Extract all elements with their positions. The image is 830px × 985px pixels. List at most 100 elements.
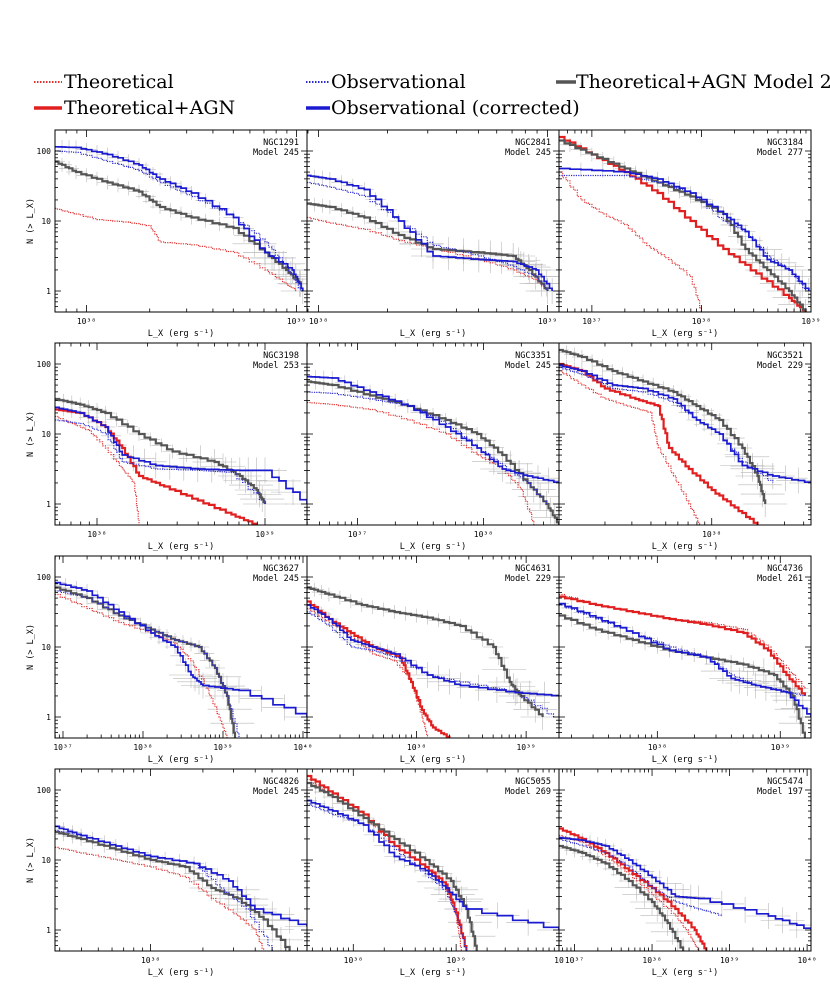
x-tick-label: 10³⁸ xyxy=(133,743,152,752)
x-axis-label: L_X (erg s⁻¹) xyxy=(148,542,215,552)
legend-label-theoretical: Theoretical xyxy=(64,71,174,93)
x-axis-label: L_X (erg s⁻¹) xyxy=(148,329,215,339)
plot-area xyxy=(55,139,307,304)
x-tick-label: 10³⁹ xyxy=(255,530,274,539)
x-tick-label: 10³⁸ xyxy=(702,530,721,539)
series-obs_corr xyxy=(55,145,304,291)
series-model245 xyxy=(55,830,291,951)
x-tick-label: 10³⁸ xyxy=(692,317,711,326)
y-tick-label: 10 xyxy=(41,430,51,439)
x-ticks: 10³⁸ xyxy=(558,343,805,539)
model-name: Model 269 xyxy=(505,787,551,797)
x-ticks: 10³⁸ 10³⁹ xyxy=(65,130,306,326)
plot-area xyxy=(559,593,811,738)
series-theo xyxy=(307,401,535,525)
series-obs_corr xyxy=(55,581,307,717)
series-model245 xyxy=(55,160,302,284)
x-tick-label: 10³⁸ xyxy=(141,956,160,965)
x-tick-label: 10³⁸ xyxy=(648,743,667,752)
series-theo xyxy=(559,171,702,312)
plot-area xyxy=(55,392,307,525)
series-obs xyxy=(559,174,807,291)
x-tick-label: 10³⁹ xyxy=(287,317,306,326)
model-name: Model 245 xyxy=(253,148,299,158)
x-axis-label: L_X (erg s⁻¹) xyxy=(400,542,467,552)
x-tick-label: 10³⁸ xyxy=(309,317,328,326)
series-obs xyxy=(559,838,723,916)
y-ticks xyxy=(559,576,811,733)
y-ticks xyxy=(559,789,811,946)
legend-label-observational: Observational xyxy=(331,71,466,93)
y-axis-label: N (> L_X) xyxy=(26,198,36,244)
series-obs xyxy=(55,419,266,504)
galaxy-name: NGC3521 xyxy=(767,351,803,361)
plot-area xyxy=(559,343,811,525)
series-obs xyxy=(55,830,273,951)
error-bars xyxy=(559,133,811,312)
plot-area xyxy=(307,168,559,304)
series-obs_corr xyxy=(55,825,307,927)
galaxy-name: NGC4826 xyxy=(263,777,299,787)
x-tick-label: 10⁴⁰ xyxy=(797,956,816,965)
y-tick-label: 1 xyxy=(46,713,51,722)
series-obs_corr xyxy=(307,604,559,697)
series-theo_agn xyxy=(559,362,759,525)
galaxy-name: NGC3351 xyxy=(515,351,551,361)
x-tick-label: 10 xyxy=(554,956,564,965)
y-axis-label: N (> L_X) xyxy=(26,624,36,670)
series-obs_corr xyxy=(55,406,307,504)
x-ticks: 10³⁸ 10³⁹ xyxy=(59,343,275,539)
y-tick-label: 100 xyxy=(37,786,52,795)
galaxy-name: NGC4736 xyxy=(767,564,803,574)
series-model245 xyxy=(55,586,237,738)
galaxy-name: NGC2841 xyxy=(515,138,551,148)
y-ticks: 1 10 100 xyxy=(37,573,307,733)
error-bars xyxy=(559,596,811,738)
error-bars xyxy=(55,575,307,738)
x-tick-label: 10³⁸ xyxy=(344,956,363,965)
legend: Theoretical Observational Theoretical+AG… xyxy=(34,71,830,119)
series-obs_corr xyxy=(559,602,811,717)
x-ticks: 10³⁸ 10³⁹ xyxy=(306,556,536,752)
legend-label-observational-corrected: Observational (corrected) xyxy=(331,97,580,119)
x-tick-label: 10⁴⁰ xyxy=(293,743,312,752)
y-ticks: 1 10 100 xyxy=(37,786,307,946)
x-tick-label: 10³⁸ xyxy=(474,530,493,539)
x-tick-label: 10³⁸ xyxy=(87,530,106,539)
series-theo xyxy=(55,846,265,951)
panel-ngc4826: 1 10 100 10³⁸ L_X (erg s⁻¹) N (> L_X) NGC4826M… xyxy=(26,768,308,978)
x-tick-label: 10³⁹ xyxy=(516,743,535,752)
y-ticks: 1 10 100 xyxy=(37,360,307,520)
legend-entry-observational-corrected: Observational (corrected) xyxy=(306,97,580,119)
y-ticks xyxy=(307,576,559,733)
y-tick-label: 100 xyxy=(37,573,52,582)
x-axis-label: L_X (erg s⁻¹) xyxy=(652,542,719,552)
series-obs_corr xyxy=(559,167,810,291)
x-axis-label: L_X (erg s⁻¹) xyxy=(652,968,719,978)
model-name: Model 245 xyxy=(505,148,551,158)
error-bars xyxy=(307,369,559,525)
series-model245 xyxy=(307,380,559,525)
series-model245 xyxy=(559,348,767,504)
x-tick-label: 10³⁹ xyxy=(538,317,557,326)
x-ticks: 10³⁸ 10³⁹ xyxy=(307,130,557,326)
x-axis-label: L_X (erg s⁻¹) xyxy=(652,329,719,339)
model-name: Model 261 xyxy=(757,574,803,584)
series-obs xyxy=(55,150,302,291)
series-model245 xyxy=(55,397,267,504)
x-ticks: 10³⁸ 10³⁹ 10 xyxy=(311,769,564,965)
plot-area xyxy=(307,580,559,738)
plot-area xyxy=(559,133,811,312)
series-theo xyxy=(307,607,429,738)
y-axis-label: N (> L_X) xyxy=(26,837,36,883)
legend-entry-model245: Theoretical+AGN Model 245 xyxy=(556,71,830,93)
plot-area xyxy=(559,827,811,951)
series-theo xyxy=(55,593,228,738)
x-axis-label: L_X (erg s⁻¹) xyxy=(652,755,719,765)
plot-area xyxy=(55,575,307,738)
series-model245 xyxy=(559,139,807,312)
